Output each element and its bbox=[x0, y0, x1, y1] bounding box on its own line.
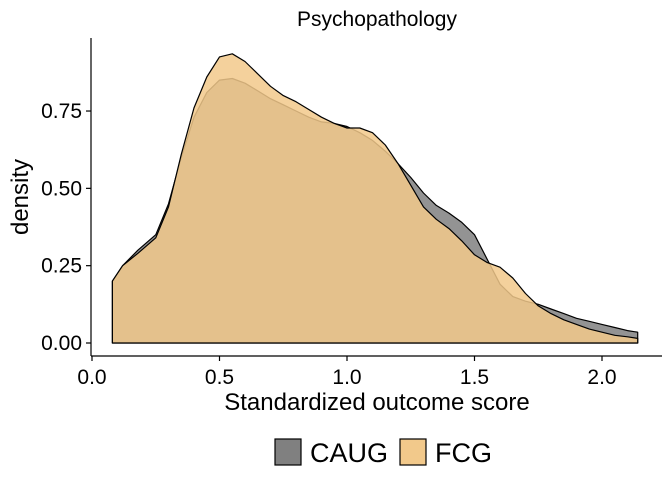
y-ticks: 0.00 0.25 0.50 0.75 bbox=[41, 100, 91, 355]
x-tick-label: 0.5 bbox=[205, 366, 234, 389]
x-tick-label: 2.0 bbox=[587, 366, 616, 389]
y-tick-label: 0.00 bbox=[41, 332, 82, 355]
chart-title: Psychopathology bbox=[297, 8, 457, 31]
legend-key-fcg bbox=[399, 438, 427, 466]
x-ticks: 0.0 0.5 1.0 1.5 2.0 bbox=[77, 356, 617, 389]
y-tick-label: 0.50 bbox=[41, 177, 82, 200]
legend-label-fcg: FCG bbox=[435, 438, 492, 468]
legend-label-caug: CAUG bbox=[310, 438, 388, 468]
legend-key-caug bbox=[274, 438, 302, 466]
y-tick-label: 0.25 bbox=[41, 255, 82, 278]
legend: CAUG FCG bbox=[274, 438, 492, 468]
axes bbox=[90, 38, 662, 357]
density-areas bbox=[111, 53, 639, 344]
y-tick-label: 0.75 bbox=[41, 100, 82, 123]
x-tick-label: 1.5 bbox=[460, 366, 489, 389]
y-axis-title: density bbox=[7, 159, 34, 235]
x-tick-label: 0.0 bbox=[77, 366, 106, 389]
x-tick-label: 1.0 bbox=[332, 366, 361, 389]
density-area-fcg bbox=[111, 53, 639, 344]
x-axis-title: Standardized outcome score bbox=[224, 389, 530, 416]
